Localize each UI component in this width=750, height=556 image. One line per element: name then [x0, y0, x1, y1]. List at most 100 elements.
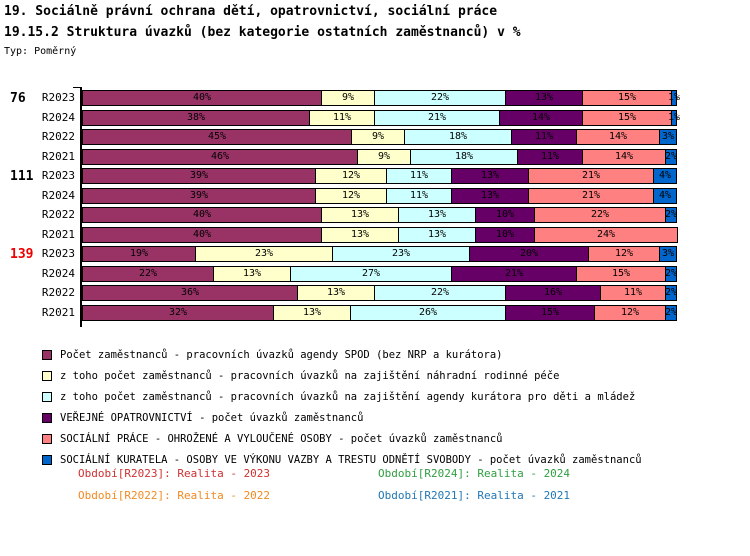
legend-item: VEŘEJNÉ OPATROVNICTVÍ - počet úvazků zam…	[0, 407, 750, 428]
bar-segment: 16%	[505, 285, 601, 301]
bar-segment: 26%	[350, 304, 506, 321]
segment-label: 2%	[664, 150, 678, 162]
bar-segment: 38%	[82, 109, 310, 126]
bar-segment: 14%	[576, 129, 660, 145]
segment-label: 21%	[427, 111, 447, 123]
bar-segment: 46%	[82, 148, 358, 165]
bar-segment: 13%	[213, 265, 291, 282]
segment-label: 11%	[534, 131, 554, 142]
bar-group: 139 R2023 19% 23% 23% 20% 12% 3% R2024 22% 13% 27% 2…	[0, 246, 750, 321]
segment-label: 46%	[210, 150, 230, 162]
bar-segment: 14%	[582, 148, 666, 165]
bar-row: R2024 38% 11% 21% 14% 15% 1%	[0, 109, 750, 126]
legend-swatch	[42, 433, 52, 444]
bar-segment: 22%	[82, 265, 214, 282]
bar-segment: 4%	[653, 168, 677, 184]
segment-label: 27%	[361, 267, 381, 279]
segment-label: 22%	[590, 209, 610, 220]
bar-segment: 13%	[451, 187, 529, 204]
bar-row: R2023 19% 23% 23% 20% 12% 3%	[0, 246, 750, 262]
bar-segment: 11%	[511, 129, 577, 145]
segment-label: 18%	[448, 131, 468, 142]
legend-swatch	[42, 454, 52, 465]
segment-label: 24%	[596, 228, 616, 240]
stacked-bar: 36% 13% 22% 16% 11% 2%	[82, 285, 682, 301]
segment-label: 16%	[543, 287, 563, 298]
bar-segment: 14%	[499, 109, 583, 126]
bar-segment: 21%	[451, 265, 577, 282]
legend-label: SOCIÁLNÍ KURATELA - OSOBY VE VÝKONU VAZB…	[60, 453, 642, 466]
bar-segment: 9%	[357, 148, 411, 165]
segment-label: 1%	[667, 111, 681, 123]
page-title: 19. Sociálně právní ochrana dětí, opatro…	[4, 4, 498, 19]
legend-item: SOCIÁLNÍ PRÁCE - OHROŽENÉ A VYLOUČENÉ OS…	[0, 428, 750, 449]
stacked-bar: 39% 12% 11% 13% 21% 4%	[82, 187, 682, 204]
row-label: R2021	[41, 227, 75, 241]
segment-label: 13%	[427, 228, 447, 240]
bar-segment: 11%	[517, 148, 583, 165]
bar-segment: 1%	[667, 109, 681, 126]
bar-segment: 39%	[82, 168, 316, 184]
legend-swatch	[42, 391, 52, 402]
bar-segment: 32%	[82, 304, 274, 321]
stacked-bar: 38% 11% 21% 14% 15% 1%	[82, 109, 682, 126]
segment-label: 2%	[664, 287, 678, 298]
row-label: R2023	[41, 91, 75, 104]
bar-segment: 15%	[576, 265, 666, 282]
period-item: Období[R2021]: Realita - 2021	[378, 489, 571, 502]
bar-segment: 40%	[82, 226, 322, 243]
stacked-bar: 22% 13% 27% 21% 15% 2%	[82, 265, 682, 282]
segment-label: 13%	[534, 92, 554, 103]
segment-label: 22%	[430, 92, 450, 103]
segment-label: 36%	[180, 287, 200, 298]
segment-label: 13%	[326, 287, 346, 298]
legend-swatch	[42, 370, 52, 381]
segment-label: 21%	[581, 170, 601, 181]
stacked-bar: 46% 9% 18% 11% 14% 2%	[82, 148, 682, 165]
bar-row: R2021 40% 13% 13% 10% 24%	[0, 226, 750, 243]
segment-label: 2%	[664, 209, 678, 220]
bar-segment: 13%	[398, 226, 476, 243]
segment-label: 12%	[614, 248, 634, 259]
bar-segment: 20%	[469, 246, 589, 262]
stacked-bar: 45% 9% 18% 11% 14% 3%	[82, 129, 682, 145]
bar-segment: 22%	[374, 285, 506, 301]
segment-label: 12%	[341, 189, 361, 201]
legend-label: z toho počet zaměstnanců - pracovních úv…	[60, 390, 636, 403]
segment-label: 39%	[189, 170, 209, 181]
row-label: R2024	[41, 266, 75, 280]
segment-label: 14%	[608, 131, 628, 142]
segment-label: 26%	[418, 306, 438, 318]
segment-label: 23%	[391, 248, 411, 259]
segment-label: 11%	[409, 189, 429, 201]
segment-label: 15%	[611, 267, 631, 279]
segment-label: 13%	[302, 306, 322, 318]
period-item: Období[R2023]: Realita - 2023	[78, 467, 271, 480]
segment-label: 4%	[658, 170, 672, 181]
period-item: Období[R2022]: Realita - 2022	[78, 489, 271, 502]
axis-tick	[73, 87, 81, 88]
segment-label: 1%	[667, 92, 681, 103]
bar-segment: 9%	[351, 129, 405, 145]
segment-label: 13%	[350, 209, 370, 220]
bar-segment: 13%	[321, 207, 399, 223]
segment-label: 22%	[430, 287, 450, 298]
segment-label: 15%	[617, 92, 637, 103]
bar-row: R2022 40% 13% 13% 10% 22% 2%	[0, 207, 750, 223]
segment-label: 21%	[504, 267, 524, 279]
bar-segment: 18%	[404, 129, 512, 145]
bar-segment: 2%	[665, 207, 677, 223]
group-label: 111	[10, 169, 34, 184]
segment-label: 40%	[192, 92, 212, 103]
bar-segment: 40%	[82, 90, 322, 106]
row-label: R2022	[41, 208, 75, 221]
segment-label: 2%	[664, 306, 678, 318]
bar-segment: 12%	[588, 246, 660, 262]
bar-segment: 10%	[475, 226, 535, 243]
row-label: R2022	[41, 286, 75, 299]
row-label: R2024	[41, 188, 75, 202]
bar-segment: 12%	[315, 187, 387, 204]
segment-label: 14%	[531, 111, 551, 123]
segment-label: 22%	[138, 267, 158, 279]
segment-label: 40%	[192, 228, 212, 240]
